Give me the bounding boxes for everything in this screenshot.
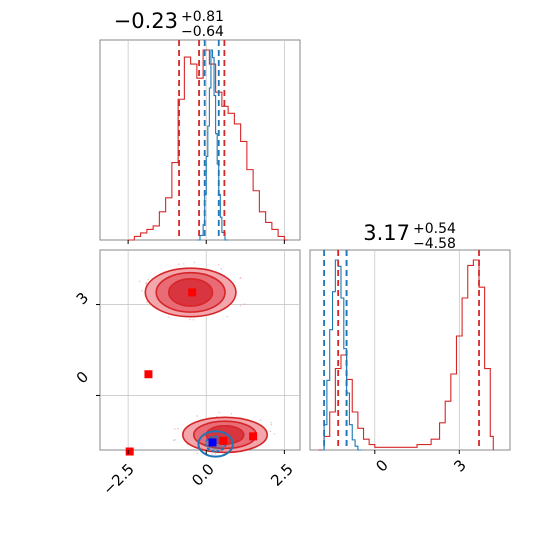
scatter-point xyxy=(226,315,229,318)
y-tick-label: 3 xyxy=(73,289,92,308)
red-marker xyxy=(144,370,153,379)
hist1-title: −0.23 xyxy=(114,9,178,33)
bottom-x-tick-labels: −2.5 0.0 2.5 xyxy=(99,460,296,498)
scatter-point xyxy=(273,432,276,435)
hist2-panel xyxy=(309,249,511,454)
left-y-tick-labels: 0 3 xyxy=(73,289,92,387)
red-marker xyxy=(188,288,197,297)
blue-marker xyxy=(208,438,217,447)
y-tick-label: 0 xyxy=(73,368,92,387)
hist2-title-lower: −4.58 xyxy=(413,236,456,252)
scatter-point xyxy=(217,264,220,266)
scatter-point xyxy=(147,278,149,281)
scatter-point xyxy=(211,453,213,456)
scatter-point xyxy=(270,423,273,426)
scatter-point xyxy=(178,263,180,266)
scatter-point xyxy=(174,438,176,441)
x-tick-label: 0 xyxy=(372,456,391,475)
x-tick-label: 2.5 xyxy=(267,460,297,490)
scatter-point xyxy=(188,318,191,321)
scatter-point xyxy=(193,261,196,264)
blue-histogram xyxy=(196,49,228,241)
hist2-title: 3.17 xyxy=(363,221,410,245)
scatter-point xyxy=(196,452,198,454)
scatter-point xyxy=(145,282,148,284)
hist1-frame xyxy=(99,39,301,241)
hist2-title-upper: +0.54 xyxy=(413,221,456,237)
scatter-point xyxy=(243,303,246,305)
blue-histogram xyxy=(321,259,361,451)
blue-density-contour xyxy=(197,430,234,458)
scatter-point xyxy=(138,280,141,283)
x-tick-label: 3 xyxy=(450,456,469,475)
scatter-point xyxy=(182,263,185,265)
x-tick-label: 0.0 xyxy=(188,460,218,490)
red-histogram xyxy=(318,259,494,451)
scatter-point xyxy=(145,300,148,303)
scatter-point xyxy=(174,428,176,430)
hist1-title-lower: −0.64 xyxy=(181,24,224,40)
red-histogram xyxy=(128,49,288,241)
scatter-point xyxy=(269,430,272,433)
right-x-tick-labels: 0 3 xyxy=(372,456,469,475)
hist2-frame xyxy=(309,249,511,451)
red-marker xyxy=(125,447,134,456)
hist1-title-upper: +0.81 xyxy=(181,9,224,25)
scatter-point xyxy=(218,411,221,414)
scatter-point xyxy=(270,421,273,424)
red-marker xyxy=(249,432,258,441)
scatter-point xyxy=(192,318,195,321)
scatter-point xyxy=(220,267,223,270)
red-marker xyxy=(219,436,228,445)
joint-panel xyxy=(96,249,301,458)
scatter-point xyxy=(240,276,242,279)
scatter-point xyxy=(259,419,262,421)
scatter-point xyxy=(214,453,217,455)
x-tick-label: −2.5 xyxy=(99,460,137,498)
scatter-point xyxy=(177,427,179,430)
scatter-point xyxy=(196,415,198,417)
scatter-point xyxy=(239,304,242,307)
scatter-point xyxy=(230,412,233,415)
scatter-point xyxy=(168,316,171,318)
scatter-point xyxy=(172,439,175,442)
scatter-point xyxy=(140,290,143,292)
hist1-panel xyxy=(99,39,301,244)
